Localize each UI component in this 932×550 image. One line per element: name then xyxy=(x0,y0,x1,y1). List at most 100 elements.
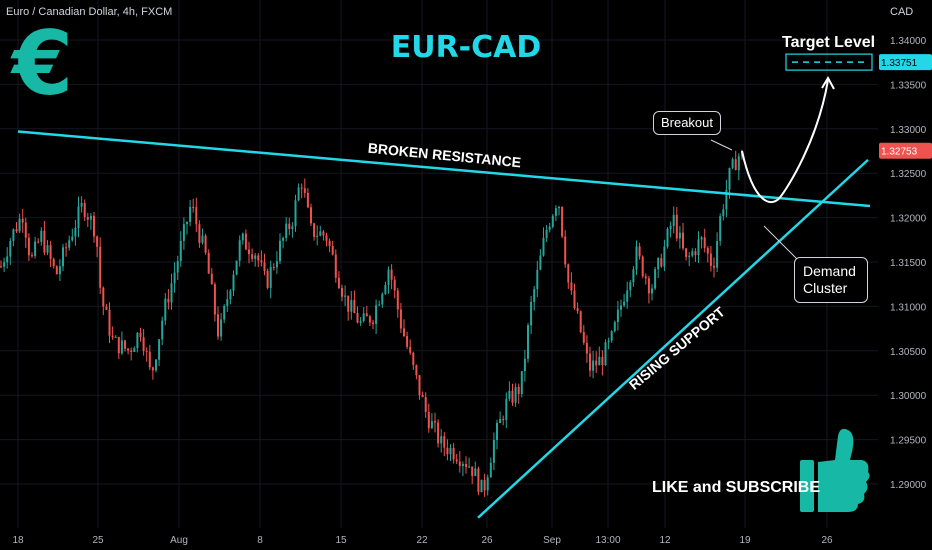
candle-body xyxy=(706,247,709,254)
candle-body xyxy=(331,245,334,255)
x-tick-label: 12 xyxy=(659,535,671,546)
candle-body xyxy=(46,245,49,253)
demand-cluster-line1: Demand xyxy=(803,263,856,279)
broken-resistance-label: BROKEN RESISTANCE xyxy=(367,140,522,171)
candle-body xyxy=(6,256,9,263)
support-line xyxy=(477,158,869,519)
candle-body xyxy=(52,258,55,267)
candle-body xyxy=(406,336,409,347)
y-tick-label: 1.32000 xyxy=(890,214,927,225)
candle-body xyxy=(480,479,483,493)
candle-body xyxy=(458,461,461,466)
candle-body xyxy=(347,295,350,312)
candle-body xyxy=(195,207,198,225)
y-tick-label: 1.31000 xyxy=(890,302,927,313)
candle-body xyxy=(582,332,585,343)
x-tick-label: 22 xyxy=(416,535,428,546)
candle-body xyxy=(279,240,281,262)
candle-body xyxy=(647,278,650,294)
thumbs-up-icon xyxy=(800,428,870,512)
candle-body xyxy=(65,247,68,249)
candle-body xyxy=(241,233,244,241)
candle-body xyxy=(226,299,229,307)
candle-body xyxy=(508,390,511,399)
trendlines xyxy=(17,53,873,519)
candle-body xyxy=(616,309,619,323)
x-tick-label: Aug xyxy=(170,535,188,546)
candle-body xyxy=(167,298,170,303)
candle-body xyxy=(207,252,210,274)
current-price-badge xyxy=(879,142,932,159)
candle-body xyxy=(539,255,542,270)
candle-body xyxy=(43,230,46,253)
candle-body xyxy=(607,340,610,343)
candle-body xyxy=(365,313,368,317)
candle-body xyxy=(697,239,700,256)
candle-body xyxy=(12,229,15,241)
candle-body xyxy=(409,346,412,353)
candle-body xyxy=(601,356,604,366)
candle-body xyxy=(260,260,263,263)
candle-body xyxy=(272,266,275,268)
candle-body xyxy=(37,241,40,243)
candle-body xyxy=(220,319,223,337)
candle-body xyxy=(294,200,297,227)
candle-body xyxy=(694,251,697,256)
candle-body xyxy=(285,223,288,238)
candle-body xyxy=(446,447,449,455)
candle-body xyxy=(672,214,675,226)
candle-body xyxy=(176,261,179,273)
x-tick-label: 8 xyxy=(257,535,263,546)
candle-body xyxy=(223,306,226,320)
candle-body xyxy=(573,290,576,309)
candle-body xyxy=(275,261,278,268)
candle-body xyxy=(229,290,232,300)
candle-body xyxy=(89,215,92,220)
candle-body xyxy=(232,274,235,291)
candle-body xyxy=(145,350,148,352)
candle-body xyxy=(96,236,99,247)
target-price-badge xyxy=(879,54,932,71)
candle-body xyxy=(257,255,260,261)
candle-body xyxy=(542,237,545,256)
candle-body xyxy=(27,237,30,256)
current-price-label: 1.32753 xyxy=(881,147,918,158)
candle-body xyxy=(430,421,433,429)
candle-body xyxy=(604,342,607,366)
x-tick-label: 15 xyxy=(335,535,347,546)
candle-body xyxy=(669,225,672,229)
candle-body xyxy=(474,468,477,477)
candle-body xyxy=(316,235,319,237)
candle-body xyxy=(179,240,182,262)
price-axis[interactable]: 1.34000 1.33500 1.33000 1.32500 1.32000 1.315… xyxy=(879,36,932,491)
candle-body xyxy=(86,217,89,220)
candle-body xyxy=(713,265,715,268)
candle-body xyxy=(105,306,108,310)
y-tick-label: 1.33500 xyxy=(890,80,927,91)
candle-body xyxy=(210,273,213,285)
candle-body xyxy=(182,224,185,241)
candle-body xyxy=(170,283,173,303)
chart-title: EUR-CAD xyxy=(390,30,542,65)
candle-body xyxy=(269,266,272,288)
like-subscribe-label: LIKE and SUBSCRIBE xyxy=(652,479,821,496)
target-level-box xyxy=(785,53,873,71)
candle-body xyxy=(403,328,405,337)
candle-body xyxy=(108,309,111,336)
candle-body xyxy=(164,298,167,321)
candle-body xyxy=(9,240,12,257)
candle-body xyxy=(644,276,647,279)
candle-body xyxy=(545,229,548,238)
candle-body xyxy=(533,289,536,302)
candle-body xyxy=(651,288,653,294)
time-axis[interactable]: 18 25 Aug 8 15 22 26 Sep 13:00 12 19 26 xyxy=(12,535,833,546)
candle-body xyxy=(204,235,207,253)
candle-body xyxy=(117,336,120,354)
candle-body xyxy=(15,229,18,232)
candle-body xyxy=(691,251,694,256)
candle-body xyxy=(55,266,58,275)
candle-body xyxy=(83,202,86,218)
candle-body xyxy=(520,371,523,394)
candle-body xyxy=(626,290,629,302)
